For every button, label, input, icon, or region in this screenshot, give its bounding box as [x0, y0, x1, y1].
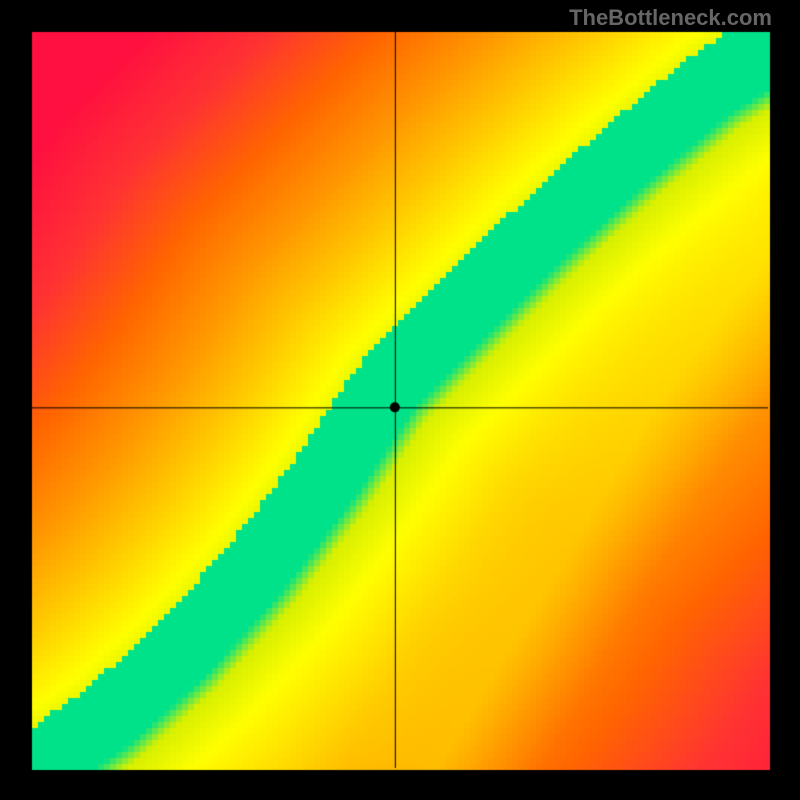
chart-container: TheBottleneck.com [0, 0, 800, 800]
watermark-text: TheBottleneck.com [569, 5, 772, 31]
heatmap-canvas [0, 0, 800, 800]
